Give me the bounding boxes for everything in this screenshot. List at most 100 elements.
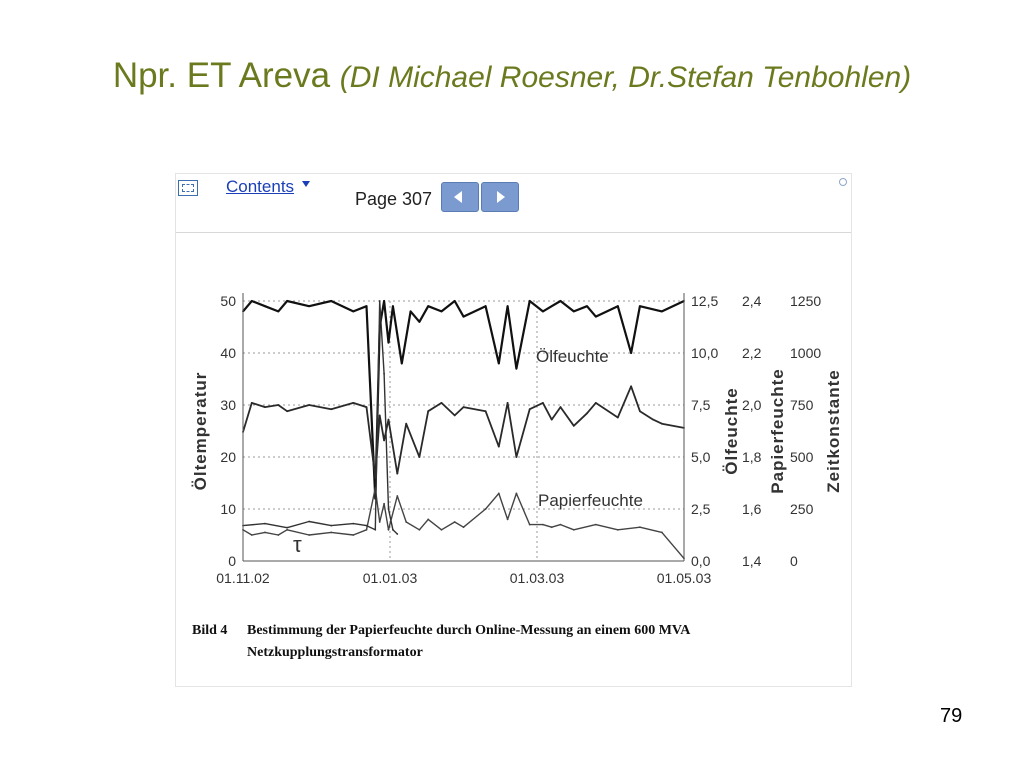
data-point bbox=[427, 518, 430, 521]
data-point bbox=[440, 310, 443, 313]
contents-link[interactable]: Contents bbox=[226, 177, 295, 196]
data-point bbox=[396, 472, 399, 475]
caption-line-2: Netzkupplungstransformator bbox=[247, 645, 423, 660]
data-point bbox=[594, 402, 597, 404]
data-point bbox=[387, 528, 390, 531]
slide-title-authors: (DI Michael Roesner, Dr.Stefan Tenbohlen… bbox=[339, 61, 912, 94]
fit-page-icon[interactable] bbox=[178, 180, 198, 196]
data-point bbox=[639, 526, 641, 529]
data-point bbox=[330, 408, 333, 411]
label-papierfeuchte: Papierfeuchte bbox=[538, 491, 643, 510]
data-point bbox=[286, 300, 288, 302]
data-point bbox=[484, 410, 487, 413]
y-tick-label-1: 20 bbox=[220, 449, 236, 465]
data-point bbox=[286, 410, 288, 413]
data-point bbox=[378, 521, 381, 523]
next-page-button[interactable] bbox=[481, 182, 519, 212]
data-point bbox=[639, 305, 641, 308]
data-point bbox=[308, 404, 310, 406]
y-tick-label-3: 2,2 bbox=[742, 345, 762, 361]
y-axis-title-4: Zeitkonstante bbox=[824, 369, 843, 493]
y-tick-label-3: 2,0 bbox=[742, 397, 762, 413]
data-point bbox=[374, 528, 377, 531]
data-point bbox=[586, 412, 588, 415]
data-point bbox=[250, 402, 253, 404]
data-point bbox=[250, 534, 253, 536]
data-point bbox=[383, 502, 385, 505]
data-point bbox=[559, 523, 562, 526]
y-axis-title-2: Ölfeuchte bbox=[722, 387, 741, 474]
arrow-left-icon bbox=[454, 191, 462, 203]
data-point bbox=[250, 300, 253, 302]
data-point bbox=[453, 414, 456, 417]
caption-line-1: Bestimmung der Papierfeuchte durch Onlin… bbox=[247, 623, 691, 638]
data-point bbox=[515, 367, 518, 370]
y-tick-label-4: 0 bbox=[790, 553, 798, 569]
data-point bbox=[392, 528, 394, 531]
y-tick-label-4: 500 bbox=[790, 449, 814, 465]
y-tick-label-1: 40 bbox=[220, 345, 236, 361]
data-point bbox=[387, 418, 390, 421]
series-line-papierfeuchte bbox=[242, 487, 685, 559]
arrow-right-icon bbox=[497, 191, 505, 203]
data-point bbox=[277, 310, 280, 313]
y-tick-label-2: 7,5 bbox=[691, 397, 711, 413]
data-point bbox=[515, 456, 518, 458]
y-tick-label-1: 0 bbox=[228, 553, 236, 569]
data-point bbox=[528, 408, 531, 411]
x-tick-label: 01.11.02 bbox=[216, 570, 270, 586]
data-point bbox=[661, 310, 663, 313]
y-axis-title-1: Öltemperatur bbox=[191, 372, 210, 491]
y-tick-label-1: 30 bbox=[220, 397, 236, 413]
data-point bbox=[396, 533, 399, 535]
data-point bbox=[264, 406, 266, 408]
data-point bbox=[586, 305, 588, 308]
settings-icon[interactable] bbox=[839, 178, 847, 186]
data-point bbox=[462, 526, 465, 529]
x-tick-label: 01.01.03 bbox=[363, 570, 418, 586]
data-point bbox=[542, 402, 544, 404]
data-point bbox=[264, 305, 266, 308]
data-point bbox=[277, 404, 280, 406]
y-tick-label-1: 50 bbox=[220, 293, 236, 309]
chevron-down-icon[interactable] bbox=[302, 181, 310, 187]
y-tick-label-2: 12,5 bbox=[691, 293, 718, 309]
data-point bbox=[365, 406, 368, 408]
data-point bbox=[559, 406, 562, 408]
y-axis-title-3: Papierfeuchte bbox=[768, 368, 787, 493]
axes: 01.11.02 01.01.03 01.03.03 01.05.03 0 10 20 30 4… bbox=[191, 293, 843, 586]
data-point bbox=[440, 528, 443, 531]
data-point bbox=[387, 508, 390, 510]
y-tick-label-3: 1,8 bbox=[742, 449, 762, 465]
series-line-zeitkonstante bbox=[242, 300, 398, 535]
caption-label: Bild 4 bbox=[192, 623, 227, 638]
y-tick-label-3: 2,4 bbox=[742, 293, 762, 309]
previous-page-button[interactable] bbox=[441, 182, 479, 212]
data-point bbox=[594, 315, 597, 318]
y-tick-label-4: 1000 bbox=[790, 345, 821, 361]
data-point bbox=[264, 531, 266, 534]
data-point bbox=[630, 352, 632, 354]
data-point bbox=[572, 528, 575, 531]
data-point bbox=[528, 300, 531, 302]
y-tick-label-2: 5,0 bbox=[691, 449, 711, 465]
data-point bbox=[462, 315, 465, 318]
data-point bbox=[352, 522, 355, 525]
data-point bbox=[542, 523, 544, 526]
series-line-ltemperatur bbox=[242, 299, 685, 500]
data-point bbox=[427, 410, 430, 413]
series-line-lfeuchte bbox=[242, 385, 685, 479]
data-point bbox=[365, 528, 368, 531]
data-point bbox=[616, 305, 619, 308]
data-point bbox=[639, 410, 641, 413]
slide-title: Npr. ET Areva (DI Michael Roesner, Dr.St… bbox=[60, 52, 964, 102]
page-number: 79 bbox=[940, 705, 963, 727]
data-point bbox=[462, 406, 465, 408]
data-point bbox=[409, 310, 412, 313]
data-point bbox=[484, 305, 487, 308]
data-point bbox=[392, 305, 394, 308]
data-point bbox=[550, 418, 553, 421]
y-tick-label-3: 1,4 bbox=[742, 553, 762, 569]
chart: 01.11.02 01.01.03 01.03.03 01.05.03 0 10 20 30 4… bbox=[191, 293, 843, 660]
data-point bbox=[453, 521, 456, 523]
